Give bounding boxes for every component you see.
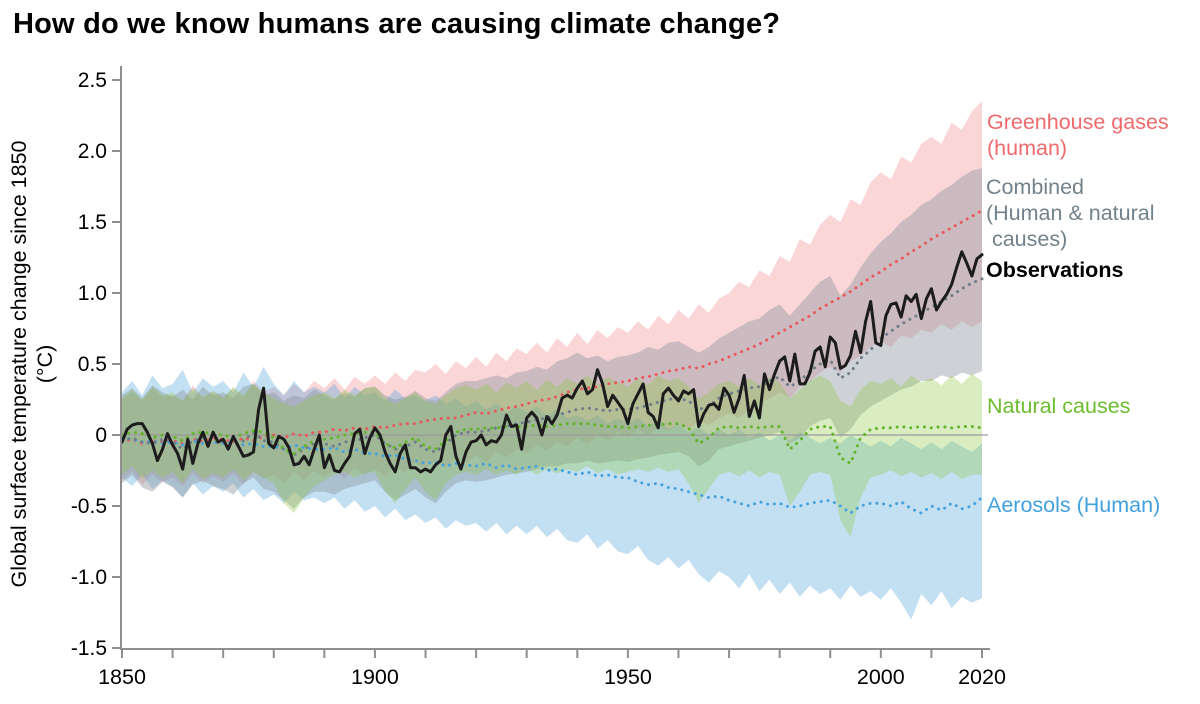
legend-label-natural-causes: Natural causes xyxy=(987,394,1131,418)
x-tick-label: 2000 xyxy=(857,665,905,689)
greenhouse-gases-human-line xyxy=(120,209,984,446)
aerosols-human-uncertainty-band xyxy=(122,366,982,620)
natural-causes-line xyxy=(120,422,984,466)
x-tick-label: 1950 xyxy=(604,665,652,689)
y-tick-label: 2.0 xyxy=(78,140,107,163)
combined-human-natural-causes-uncertainty-band xyxy=(122,168,982,509)
combined-human-natural-causes-line xyxy=(120,277,984,457)
legend-label-observations: Observations xyxy=(986,258,1124,282)
y-tick-label: -0.5 xyxy=(71,495,107,518)
axes: 2.5 2.0 1.5 1.0 0.5 0 -0.5 -1.0 -1.5 1850 1900 1950… xyxy=(71,66,1006,689)
natural-causes-uncertainty-band xyxy=(122,373,982,538)
greenhouse-gases-human-uncertainty-band xyxy=(122,101,982,487)
legend-label-combined: Combined (Human & natural causes) xyxy=(986,175,1155,251)
y-tick-label: 0.5 xyxy=(78,353,107,376)
legend-label-aerosols: Aerosols (Human) xyxy=(987,493,1161,517)
x-tick-label: 1850 xyxy=(98,665,146,689)
y-axis-title: Global surface temperature change since … xyxy=(7,140,57,587)
legend-label-greenhouse-gases: Greenhouse gases (human) xyxy=(987,110,1169,160)
y-tick-label: -1.5 xyxy=(71,637,107,660)
series-lines xyxy=(120,209,984,515)
y-tick-label: 2.5 xyxy=(78,69,107,92)
y-tick-label: 1.5 xyxy=(78,211,107,234)
y-tick-label: -1.0 xyxy=(71,566,107,589)
observations-line xyxy=(120,250,984,474)
y-tick-label: 1.0 xyxy=(78,282,107,305)
x-tick-label: 2020 xyxy=(958,665,1006,689)
uncertainty-bands xyxy=(122,101,982,620)
y-tick-label: 0 xyxy=(95,424,107,447)
x-tick-label: 1900 xyxy=(351,665,399,689)
chart-title: How do we know humans are causing climat… xyxy=(13,8,781,40)
